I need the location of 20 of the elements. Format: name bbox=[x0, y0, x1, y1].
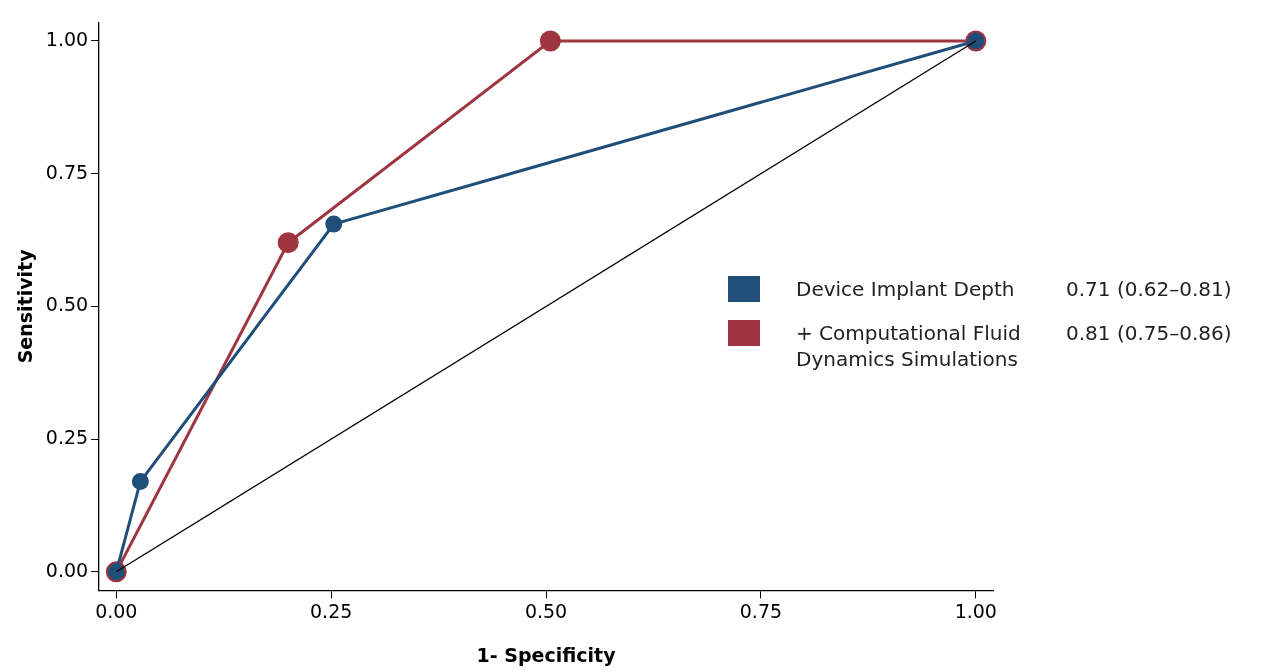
y-tick-label: 0.75 bbox=[45, 160, 89, 183]
y-tick-label: 0.00 bbox=[45, 558, 89, 581]
point bbox=[131, 473, 149, 491]
x-tick-label: 1.00 bbox=[954, 599, 997, 622]
legend-label: Device Implant Depth bbox=[796, 276, 1016, 302]
y-tick-label: 1.00 bbox=[45, 27, 89, 50]
x-axis-title: 1- Specificity bbox=[476, 643, 617, 666]
x-tick-label: 0.25 bbox=[310, 599, 353, 622]
point bbox=[325, 215, 343, 233]
legend-label: + Computational Fluid Dynamics Simulations bbox=[796, 320, 1022, 372]
point bbox=[539, 30, 561, 52]
text: 0.71 (0.62–0.81) bbox=[1066, 276, 1232, 302]
x-tick-label: 0.00 bbox=[95, 599, 138, 622]
text: 0.81 (0.75–0.86) bbox=[1066, 320, 1232, 346]
point bbox=[277, 232, 299, 254]
x-tick-label: 0.75 bbox=[739, 599, 783, 622]
x-tick-label: 0.50 bbox=[524, 599, 568, 622]
y-tick-label: 0.25 bbox=[45, 426, 89, 449]
y-tick-label: 0.50 bbox=[45, 293, 89, 316]
y-axis-title: Sensitivity bbox=[14, 248, 37, 364]
